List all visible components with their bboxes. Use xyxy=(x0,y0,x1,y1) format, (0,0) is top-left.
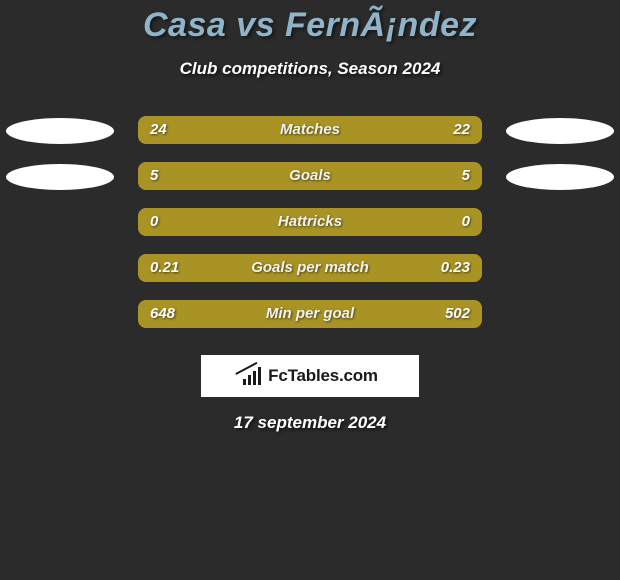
stat-label: Goals per match xyxy=(138,254,482,282)
player-right-badge xyxy=(506,164,614,190)
stat-label: Matches xyxy=(138,116,482,144)
player-left-badge xyxy=(6,164,114,190)
fctables-logo[interactable]: FcTables.com xyxy=(201,355,419,397)
page-title: Casa vs FernÃ¡ndez xyxy=(0,0,620,45)
stat-row: 0Hattricks0 xyxy=(0,203,620,249)
stat-row: 24Matches22 xyxy=(0,111,620,157)
page-subtitle: Club competitions, Season 2024 xyxy=(0,59,620,79)
stat-value-right: 5 xyxy=(462,162,470,190)
stat-bar: 0.21Goals per match0.23 xyxy=(138,254,482,282)
stat-bar: 24Matches22 xyxy=(138,116,482,144)
stat-value-right: 22 xyxy=(453,116,470,144)
generated-date: 17 september 2024 xyxy=(0,413,620,433)
stat-row: 5Goals5 xyxy=(0,157,620,203)
stat-label: Min per goal xyxy=(138,300,482,328)
stats-container: 24Matches22 5Goals5 0Hattricks0 0.21Goals p… xyxy=(0,111,620,341)
stat-value-right: 502 xyxy=(445,300,470,328)
stat-value-right: 0.23 xyxy=(441,254,470,282)
chart-icon xyxy=(242,367,264,385)
logo-text: FcTables.com xyxy=(268,366,378,386)
stat-row: 0.21Goals per match0.23 xyxy=(0,249,620,295)
stat-bar: 648Min per goal502 xyxy=(138,300,482,328)
stat-row: 648Min per goal502 xyxy=(0,295,620,341)
stat-label: Hattricks xyxy=(138,208,482,236)
stat-bar: 0Hattricks0 xyxy=(138,208,482,236)
player-right-badge xyxy=(506,118,614,144)
stat-bar: 5Goals5 xyxy=(138,162,482,190)
stat-label: Goals xyxy=(138,162,482,190)
stat-value-right: 0 xyxy=(462,208,470,236)
player-left-badge xyxy=(6,118,114,144)
